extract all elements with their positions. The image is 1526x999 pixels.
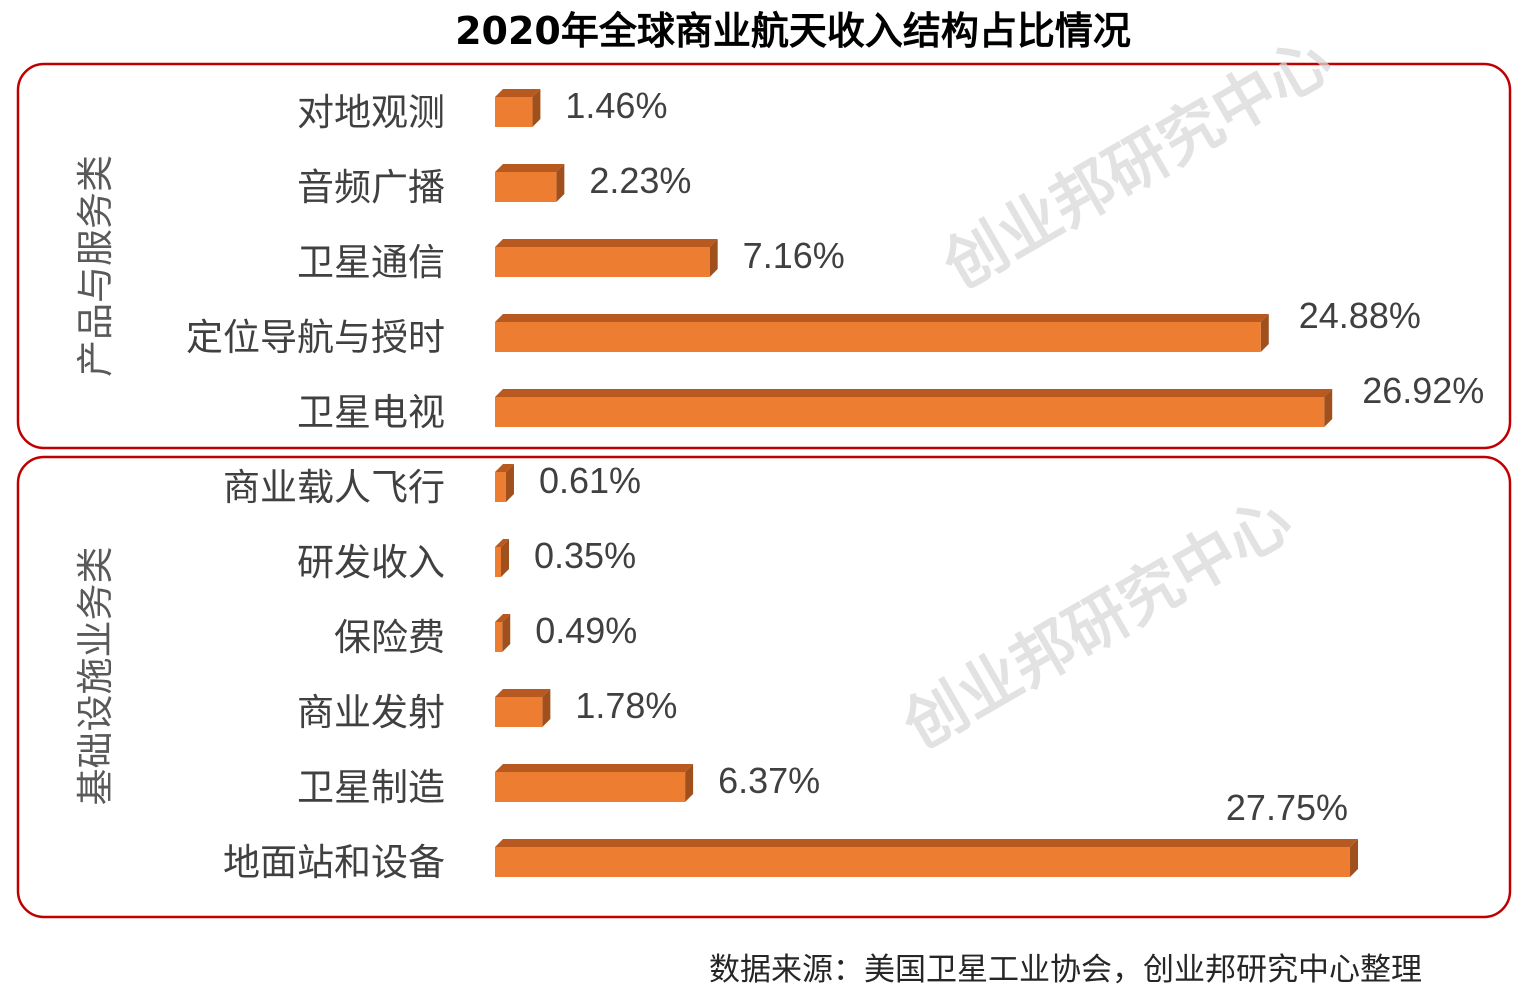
data-label: 2.23% — [589, 160, 691, 201]
bar-top — [495, 689, 551, 697]
bar-top — [495, 539, 509, 547]
bar — [495, 547, 501, 577]
group-label-infrastructure: 基础设施业务类 — [74, 547, 117, 806]
bar-row: 音频广播 2.23% — [297, 160, 691, 209]
bar-top — [495, 239, 718, 247]
chart-title: 2020年全球商业航天收入结构占比情况 — [455, 9, 1131, 53]
bar-row: 商业发射 1.78% — [297, 685, 677, 734]
bar-top — [495, 164, 565, 172]
bar — [495, 172, 557, 202]
data-label: 0.49% — [535, 610, 637, 651]
category-label: 保险费 — [334, 616, 445, 659]
bar-side — [501, 539, 509, 577]
data-label: 0.35% — [534, 535, 636, 576]
category-label: 卫星制造 — [297, 766, 445, 809]
bar-side — [556, 164, 565, 202]
category-label: 卫星通信 — [297, 241, 445, 284]
watermark: 创业邦研究中心 — [891, 483, 1303, 763]
bar-top — [495, 614, 511, 622]
bar-row: 定位导航与授时 24.88% — [186, 295, 1421, 359]
data-label: 1.46% — [565, 85, 667, 126]
bar-side — [1260, 314, 1269, 352]
bar-side — [502, 614, 511, 652]
bar — [495, 322, 1261, 352]
source-note: 数据来源：美国卫星工业协会，创业邦研究中心整理 — [709, 952, 1422, 988]
bar-top — [495, 314, 1269, 322]
data-label: 6.37% — [718, 760, 820, 801]
bar — [495, 247, 710, 277]
bar-top — [495, 764, 694, 772]
bar-row: 卫星制造 6.37% — [297, 760, 820, 809]
category-label: 音频广播 — [297, 166, 445, 209]
bar-row: 保险费 0.49% — [334, 610, 637, 659]
bar-top — [495, 839, 1359, 847]
category-label: 地面站和设备 — [223, 841, 445, 884]
bar — [495, 847, 1351, 877]
data-label: 1.78% — [575, 685, 677, 726]
bar-top — [495, 464, 514, 472]
data-label: 27.75% — [1226, 787, 1348, 828]
bar — [495, 622, 503, 652]
bar-row: 商业载人飞行 0.61% — [223, 460, 641, 509]
category-label: 对地观测 — [297, 91, 445, 134]
bar-side — [532, 89, 541, 127]
category-label: 卫星电视 — [297, 391, 445, 434]
category-label: 商业发射 — [297, 691, 445, 734]
bar-top — [495, 89, 541, 97]
group-box-infrastructure — [16, 455, 1512, 919]
group-box-products — [16, 62, 1512, 450]
data-label: 7.16% — [743, 235, 845, 276]
data-label: 24.88% — [1299, 295, 1421, 336]
data-label: 26.92% — [1362, 370, 1484, 411]
bar — [495, 397, 1325, 427]
group-label-products: 产品与服务类 — [74, 155, 117, 377]
category-label: 研发收入 — [297, 541, 445, 584]
bar-side — [685, 764, 694, 802]
bar-row: 地面站和设备 27.75% — [223, 787, 1359, 884]
bar — [495, 472, 506, 502]
bar-row: 卫星通信 7.16% — [297, 235, 845, 284]
bar-row: 卫星电视 26.92% — [297, 370, 1484, 434]
bar-side — [542, 689, 551, 727]
bar — [495, 772, 686, 802]
bar — [495, 697, 543, 727]
bar-top — [495, 389, 1333, 397]
bar — [495, 97, 533, 127]
bar-side — [709, 239, 718, 277]
category-label: 定位导航与授时 — [186, 316, 445, 359]
category-label: 商业载人飞行 — [223, 466, 445, 509]
data-label: 0.61% — [539, 460, 641, 501]
bar-row: 研发收入 0.35% — [297, 535, 636, 584]
bar-side — [505, 464, 514, 502]
bar-row: 对地观测 1.46% — [297, 85, 667, 134]
bar-side — [1350, 839, 1359, 877]
bar-side — [1324, 389, 1333, 427]
